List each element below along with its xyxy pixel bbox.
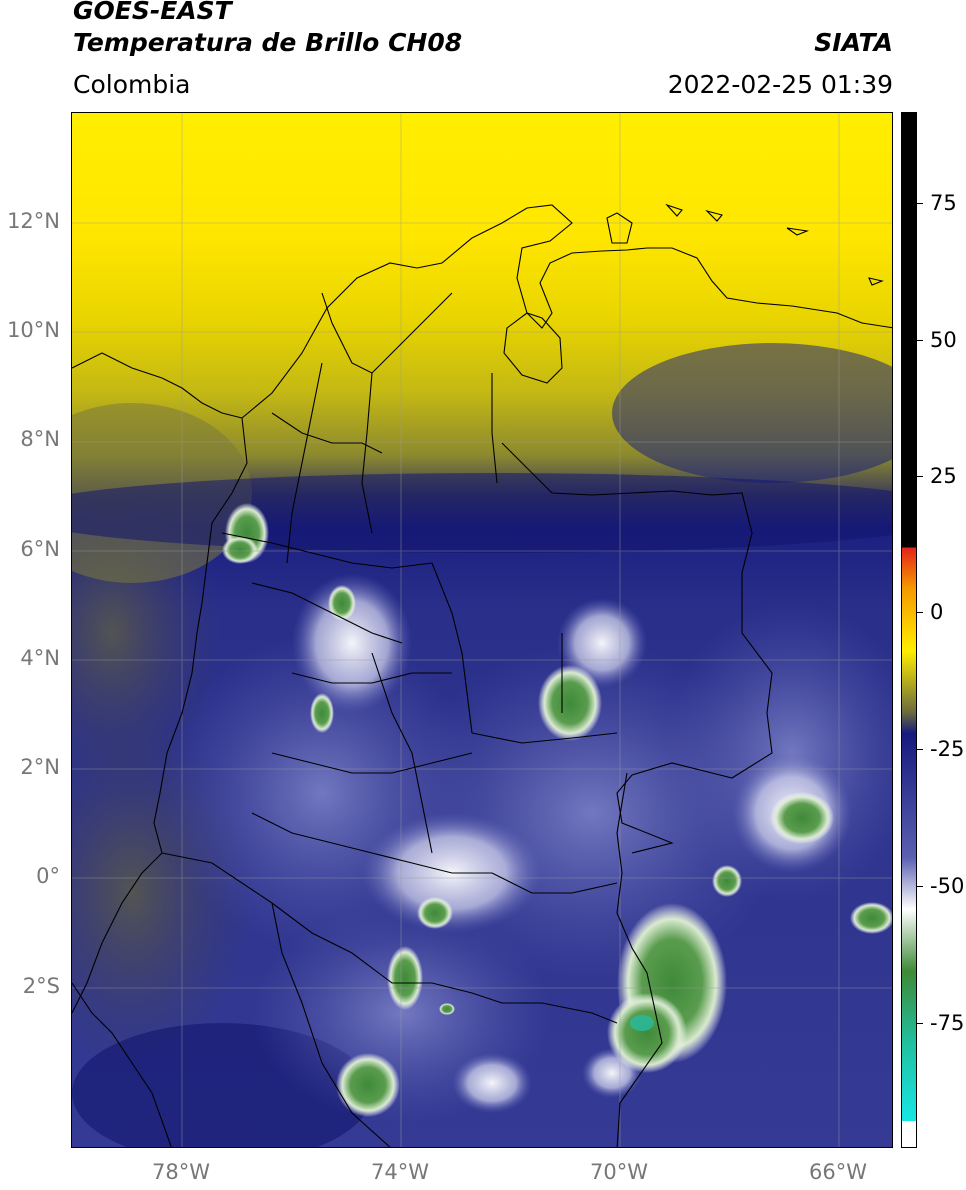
lon-tick-66w: 66°W — [809, 1160, 867, 1184]
timestamp-label: 2022-02-25 01:39 — [667, 70, 893, 99]
colorbar-label-neg25: -25 — [930, 737, 965, 761]
colorbar-tick — [917, 612, 923, 613]
colorbar-label-0: 0 — [930, 600, 944, 624]
grid-lines — [72, 113, 892, 1147]
map-image — [72, 113, 892, 1147]
lat-tick-0: 0° — [36, 864, 60, 888]
borders — [72, 203, 892, 1147]
lat-tick-10n: 10°N — [7, 318, 60, 342]
colorbar-tick — [917, 203, 923, 204]
lat-tick-8n: 8°N — [20, 427, 60, 451]
colorbar-tick — [917, 1023, 923, 1024]
satellite-title: GOES-EAST — [73, 0, 232, 25]
lat-tick-6n: 6°N — [20, 537, 60, 561]
colorbar-label-50: 50 — [930, 328, 957, 352]
region-label: Colombia — [73, 70, 191, 99]
colorbar-label-neg75: -75 — [930, 1011, 965, 1035]
satellite-map[interactable] — [71, 112, 893, 1148]
product-title: Temperatura de Brillo CH08 — [73, 28, 463, 57]
lon-tick-78w: 78°W — [152, 1160, 210, 1184]
lon-tick-74w: 74°W — [371, 1160, 429, 1184]
colorbar-tick — [917, 749, 923, 750]
colorbar-label-neg50: -50 — [930, 874, 965, 898]
colorbar-tick — [917, 476, 923, 477]
organization-label: SIATA — [814, 28, 893, 57]
lat-tick-2n: 2°N — [20, 755, 60, 779]
colorbar-label-75: 75 — [930, 191, 957, 215]
colorbar-tick — [917, 340, 923, 341]
lon-tick-70w: 70°W — [590, 1160, 648, 1184]
colorbar — [901, 112, 917, 1148]
colorbar-label-25: 25 — [930, 464, 957, 488]
lat-tick-12n: 12°N — [7, 209, 60, 233]
lat-tick-2s: 2°S — [22, 974, 60, 998]
colorbar-tick — [917, 886, 923, 887]
lat-tick-4n: 4°N — [20, 646, 60, 670]
